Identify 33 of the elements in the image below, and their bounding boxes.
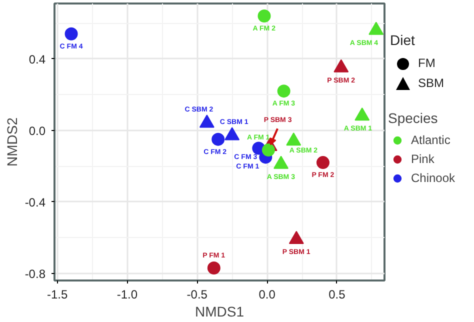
x-tick-label: -0.5 bbox=[186, 288, 208, 302]
point bbox=[199, 114, 214, 128]
point bbox=[262, 144, 275, 157]
y-tick-label: -0.8 bbox=[24, 266, 46, 281]
x-tick-label: -1.0 bbox=[116, 288, 138, 302]
y-tick-label: 0.4 bbox=[28, 52, 46, 66]
point bbox=[224, 127, 240, 140]
y-tick-label: 0.0 bbox=[28, 124, 46, 138]
text: SBM bbox=[418, 75, 444, 92]
point bbox=[288, 230, 304, 244]
x-tick-label: 0.5 bbox=[328, 288, 346, 302]
legend-label: Atlantic bbox=[411, 133, 450, 147]
point bbox=[368, 22, 384, 35]
point bbox=[207, 262, 220, 274]
x-tick-label: -1.5 bbox=[46, 288, 68, 302]
point bbox=[334, 59, 349, 72]
point bbox=[277, 84, 290, 98]
point bbox=[258, 10, 271, 22]
point bbox=[316, 156, 330, 170]
point bbox=[286, 132, 302, 146]
legend-title: Species bbox=[388, 110, 439, 126]
point bbox=[274, 156, 289, 169]
point bbox=[354, 108, 370, 121]
point bbox=[64, 27, 78, 40]
x-tick-label: 0.0 bbox=[258, 288, 276, 302]
legend-label: Chinook bbox=[411, 171, 456, 185]
point bbox=[212, 132, 225, 146]
y-axis-title: NMDS2 bbox=[4, 117, 20, 167]
y-tick-label: -0.4 bbox=[24, 195, 46, 210]
x-axis-title: NMDS1 bbox=[194, 304, 244, 320]
text: FM bbox=[418, 55, 436, 72]
text: Diet bbox=[390, 31, 416, 50]
legend-label: Pink bbox=[411, 152, 434, 166]
